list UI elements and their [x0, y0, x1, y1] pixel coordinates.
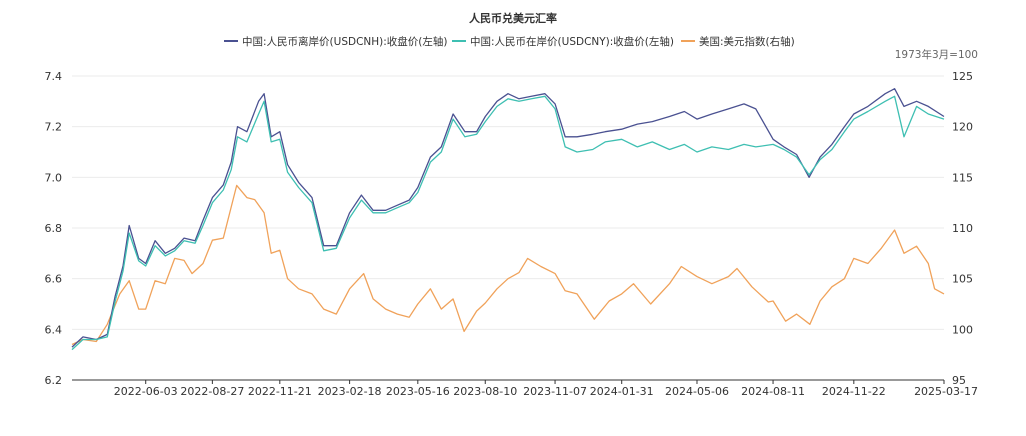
plot-area — [71, 88, 945, 351]
legend-label-0: 中国:人民币离岸价(USDCNH):收盘价(左轴) — [242, 35, 447, 48]
x-tick-label: 2022-08-27 — [180, 385, 244, 398]
y-left-tick-label: 6.4 — [45, 323, 63, 336]
y-right-tick-label: 120 — [952, 121, 973, 134]
x-tick-label: 2022-06-03 — [114, 385, 178, 398]
y-right-tick-label: 105 — [952, 273, 973, 286]
x-tick-label: 2023-08-10 — [453, 385, 517, 398]
legend-label-2: 美国:美元指数(右轴) — [699, 35, 795, 48]
y-left-tick-label: 6.2 — [45, 374, 63, 387]
y-right-tick-label: 115 — [952, 171, 973, 184]
chart-title: 人民币兑美元汇率 — [469, 11, 557, 25]
index-base-note: 1973年3月=100 — [895, 48, 978, 61]
y-right-tick-label: 95 — [952, 374, 966, 387]
y-left-tick-label: 6.6 — [45, 273, 63, 286]
y-left-tick-label: 7.2 — [45, 121, 63, 134]
y-left-tick-label: 7.0 — [45, 171, 63, 184]
x-tick-label: 2023-05-16 — [386, 385, 450, 398]
y-right-tick-label: 100 — [952, 323, 973, 336]
x-tick-label: 2022-11-21 — [248, 385, 312, 398]
x-tick-label: 2024-01-31 — [590, 385, 654, 398]
x-axis: 2022-06-03 2022-08-27 2022-11-21 2023-02-18… — [72, 379, 978, 398]
series-line-1 — [71, 95, 945, 351]
y-left-tick-label: 7.4 — [45, 70, 63, 83]
y-axis-left: 6.2 6.4 6.6 6.8 7.0 7.2 7.4 — [45, 70, 63, 387]
series-line-2 — [71, 184, 945, 346]
x-tick-label: 2023-11-07 — [523, 385, 587, 398]
x-tick-label: 2024-11-22 — [822, 385, 886, 398]
x-tick-label: 2024-05-06 — [665, 385, 729, 398]
series-line-0 — [71, 88, 945, 348]
gridlines — [72, 75, 944, 330]
x-tick-label: 2023-02-18 — [318, 385, 382, 398]
x-tick-label: 2024-08-11 — [741, 385, 805, 398]
y-axis-right: 95 100 105 110 115 120 125 — [952, 70, 973, 387]
y-left-tick-label: 6.8 — [45, 222, 63, 235]
x-tick-label: 2025-03-17 — [914, 385, 978, 398]
legend: 中国:人民币离岸价(USDCNH):收盘价(左轴) 中国:人民币在岸价(USDCN… — [224, 35, 795, 48]
y-right-tick-label: 125 — [952, 70, 973, 83]
legend-label-1: 中国:人民币在岸价(USDCNY):收盘价(左轴) — [470, 35, 674, 48]
y-right-tick-label: 110 — [952, 222, 973, 235]
